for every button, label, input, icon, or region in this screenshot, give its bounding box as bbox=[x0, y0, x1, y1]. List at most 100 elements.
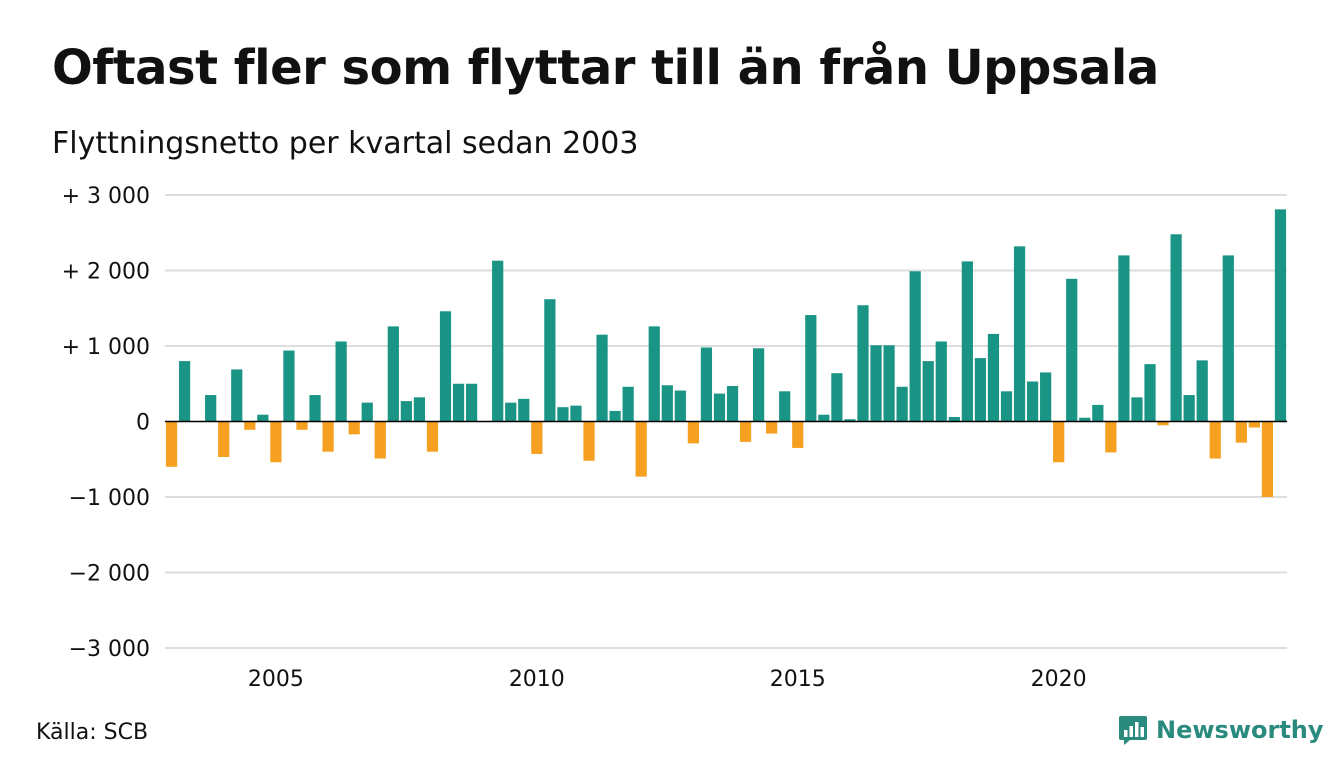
bar: 2010 Q2: 1620 bbox=[544, 299, 556, 422]
chart-subtitle: Flyttningsnetto per kvartal sedan 2003 bbox=[52, 126, 639, 161]
bar: 2003 Q2: 800 bbox=[178, 361, 191, 422]
bar: 2005 Q3: -110 bbox=[296, 421, 308, 430]
bar: 2005 Q4: 350 bbox=[309, 395, 321, 422]
brand-name: Newsworthy bbox=[1156, 716, 1324, 744]
bar: 2019 Q3: 530 bbox=[1026, 381, 1039, 422]
bar: 2011 Q3: 140 bbox=[609, 410, 621, 422]
bar: 2022 Q4: 810 bbox=[1196, 360, 1208, 422]
bar: 2013 Q2: 980 bbox=[700, 347, 713, 422]
bar: 2016 Q4: 1010 bbox=[883, 345, 895, 422]
x-tick-label: 2010 bbox=[509, 667, 565, 692]
bar: 2019 Q2: 2320 bbox=[1013, 246, 1026, 422]
bar: 2016 Q2: 1540 bbox=[857, 305, 869, 422]
bar: 2004 Q1: -470 bbox=[218, 421, 230, 457]
bar: 2005 Q1: -540 bbox=[270, 421, 282, 463]
bar: 2021 Q2: 2200 bbox=[1118, 255, 1130, 422]
bar: 2007 Q4: 320 bbox=[413, 397, 426, 422]
bar: 2012 Q4: 410 bbox=[674, 390, 686, 422]
bar: 2009 Q3: 250 bbox=[505, 402, 517, 422]
bar: 2009 Q4: 300 bbox=[518, 398, 530, 422]
bar: 2010 Q3: 190 bbox=[557, 407, 569, 422]
bar: 2022 Q3: 350 bbox=[1183, 395, 1195, 422]
x-tick-label: 2020 bbox=[1031, 667, 1087, 692]
bar: 2012 Q3: 480 bbox=[661, 385, 673, 422]
bar: 2010 Q1: -430 bbox=[531, 421, 543, 454]
bar: 2010 Q4: 210 bbox=[570, 405, 582, 422]
bar: 2008 Q2: 1460 bbox=[439, 311, 452, 422]
bar: 2020 Q3: 50 bbox=[1079, 417, 1091, 422]
bar: 2015 Q4: 640 bbox=[831, 373, 843, 422]
bar: 2021 Q4: 760 bbox=[1144, 364, 1156, 422]
bar: 2017 Q2: 1990 bbox=[909, 271, 921, 422]
brand: Newsworthy bbox=[1118, 714, 1324, 746]
bar: 2023 Q3: -280 bbox=[1235, 421, 1247, 443]
bar: 2017 Q3: 800 bbox=[922, 361, 934, 422]
bar: 2017 Q1: 460 bbox=[896, 386, 908, 422]
bar: 2007 Q2: 1260 bbox=[387, 326, 399, 422]
bar: 2015 Q2: 1410 bbox=[805, 315, 817, 422]
bar: 2006 Q3: -170 bbox=[348, 421, 360, 435]
bar: 2022 Q2: 2480 bbox=[1170, 234, 1182, 422]
bar: 2020 Q4: 220 bbox=[1092, 404, 1104, 422]
bar: 2008 Q4: 500 bbox=[465, 383, 478, 422]
bar: 2019 Q1: 400 bbox=[1000, 391, 1013, 422]
bar: 2006 Q4: 250 bbox=[361, 402, 373, 422]
bar: 2008 Q1: -400 bbox=[426, 421, 439, 452]
bar: 2018 Q3: 840 bbox=[974, 358, 987, 422]
bar: 2005 Q2: 940 bbox=[283, 350, 295, 422]
bar: 2023 Q2: 2200 bbox=[1222, 255, 1234, 422]
bar: 2008 Q3: 500 bbox=[452, 383, 465, 422]
bar: 2013 Q3: 370 bbox=[713, 393, 726, 422]
bar: 2004 Q4: 90 bbox=[257, 414, 269, 422]
source-note: Källa: SCB bbox=[36, 720, 149, 745]
bar: 2018 Q1: 60 bbox=[948, 416, 960, 422]
bar: 2011 Q2: 1150 bbox=[596, 334, 608, 422]
bar: 2019 Q4: 650 bbox=[1040, 372, 1052, 422]
bar: 2011 Q1: -520 bbox=[583, 421, 595, 461]
bar: 2007 Q1: -490 bbox=[374, 421, 386, 459]
bar: 2006 Q2: 1060 bbox=[335, 341, 347, 422]
bar: 2016 Q1: 30 bbox=[844, 419, 856, 422]
y-tick-label: + 3 000 bbox=[62, 184, 150, 209]
bar: 2018 Q4: 1160 bbox=[987, 333, 1000, 422]
bar: 2003 Q1: -600 bbox=[165, 421, 178, 467]
x-tick-label: 2015 bbox=[770, 667, 826, 692]
bar: 2015 Q3: 90 bbox=[818, 414, 830, 422]
bar: 2020 Q2: 1890 bbox=[1066, 278, 1078, 422]
bar: 2014 Q2: 970 bbox=[753, 348, 765, 422]
bar: 2012 Q1: -730 bbox=[635, 421, 647, 477]
bar: 2024 Q2: 2810 bbox=[1274, 209, 1287, 422]
chart-title: Oftast fler som flyttar till än från Upp… bbox=[52, 40, 1159, 96]
bar: 2020 Q1: -540 bbox=[1053, 421, 1065, 463]
bar: 2013 Q1: -290 bbox=[687, 421, 699, 444]
y-tick-label: + 2 000 bbox=[62, 260, 150, 285]
newsworthy-logo-icon bbox=[1119, 716, 1147, 745]
bar: 2003 Q4: 350 bbox=[205, 395, 217, 422]
bar: 2014 Q4: 400 bbox=[779, 391, 791, 422]
bar: 2007 Q3: 270 bbox=[400, 401, 412, 422]
bar: 2023 Q1: -490 bbox=[1209, 421, 1221, 459]
bar: 2023 Q4: -80 bbox=[1248, 421, 1260, 428]
bar: 2021 Q3: 320 bbox=[1131, 397, 1143, 422]
x-tick-label: 2005 bbox=[248, 667, 304, 692]
bar: 2018 Q2: 2120 bbox=[961, 261, 973, 422]
bar: 2016 Q3: 1010 bbox=[870, 345, 882, 422]
bar: 2004 Q3: -110 bbox=[244, 421, 256, 430]
y-tick-label: + 1 000 bbox=[62, 335, 150, 360]
bar: 2012 Q2: 1260 bbox=[648, 326, 660, 422]
bar: 2013 Q4: 470 bbox=[726, 386, 739, 422]
bar: 2014 Q3: -160 bbox=[766, 421, 778, 434]
bar: 2014 Q1: -270 bbox=[739, 421, 752, 442]
bar: 2006 Q1: -400 bbox=[322, 421, 334, 452]
bar: 2021 Q1: -410 bbox=[1105, 421, 1117, 453]
bar: 2009 Q2: 2130 bbox=[492, 260, 504, 422]
bar: 2011 Q4: 460 bbox=[622, 386, 634, 422]
bar: 2017 Q4: 1060 bbox=[935, 341, 947, 422]
y-tick-label: 0 bbox=[136, 411, 150, 436]
y-tick-label: −1 000 bbox=[69, 486, 150, 511]
bar: 2022 Q1: -50 bbox=[1157, 421, 1169, 426]
axes: + 3 000 + 2 000 + 1 000 0 −1 000 −2 000 −3 000… bbox=[62, 184, 1287, 692]
bars: 2003 Q1: -6002003 Q2: 8002003 Q3: 02003 … bbox=[165, 209, 1287, 497]
